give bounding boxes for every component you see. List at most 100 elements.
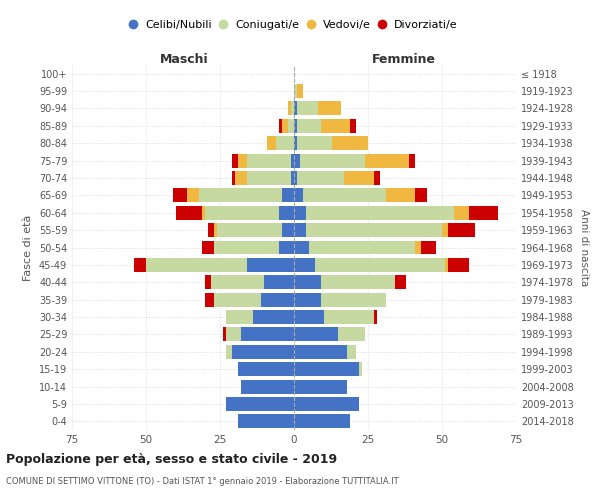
Bar [241, 328, 294, 342]
Bar [187, 188, 199, 202]
Bar [454, 206, 469, 220]
Bar [294, 380, 347, 394]
Bar [291, 154, 294, 168]
Bar [205, 292, 214, 306]
Bar [323, 310, 374, 324]
Bar [268, 136, 276, 150]
Bar [442, 223, 448, 237]
Bar [448, 223, 475, 237]
Bar [294, 292, 320, 306]
Bar [294, 362, 359, 376]
Bar [359, 362, 362, 376]
Bar [223, 328, 226, 342]
Bar [226, 397, 294, 411]
Bar [332, 136, 368, 150]
Bar [279, 119, 282, 133]
Bar [294, 310, 323, 324]
Bar [294, 119, 297, 133]
Bar [253, 310, 294, 324]
Bar [262, 292, 294, 306]
Bar [374, 310, 377, 324]
Bar [291, 102, 294, 116]
Bar [448, 258, 469, 272]
Bar [320, 276, 395, 289]
Bar [294, 345, 347, 358]
Bar [445, 258, 448, 272]
Bar [291, 171, 294, 185]
Bar [232, 345, 294, 358]
Bar [238, 154, 247, 168]
Bar [176, 206, 202, 220]
Bar [226, 345, 232, 358]
Bar [217, 223, 282, 237]
Bar [294, 276, 320, 289]
Bar [279, 206, 294, 220]
Text: Maschi: Maschi [160, 53, 209, 66]
Bar [294, 240, 309, 254]
Bar [173, 188, 187, 202]
Bar [294, 102, 297, 116]
Bar [320, 119, 350, 133]
Bar [320, 292, 386, 306]
Bar [288, 102, 291, 116]
Bar [306, 206, 454, 220]
Bar [247, 171, 291, 185]
Bar [294, 397, 359, 411]
Bar [214, 240, 279, 254]
Bar [294, 136, 297, 150]
Bar [409, 154, 415, 168]
Bar [282, 223, 294, 237]
Bar [395, 276, 406, 289]
Bar [238, 362, 294, 376]
Bar [202, 206, 205, 220]
Bar [232, 154, 238, 168]
Bar [469, 206, 498, 220]
Bar [297, 171, 344, 185]
Bar [294, 414, 350, 428]
Bar [265, 276, 294, 289]
Legend: Celibi/Nubili, Coniugati/e, Vedovi/e, Divorziati/e: Celibi/Nubili, Coniugati/e, Vedovi/e, Di… [131, 20, 457, 30]
Bar [214, 223, 217, 237]
Bar [232, 171, 235, 185]
Bar [247, 258, 294, 272]
Bar [317, 102, 341, 116]
Bar [146, 258, 247, 272]
Bar [294, 258, 315, 272]
Bar [199, 188, 282, 202]
Bar [415, 240, 421, 254]
Bar [208, 223, 214, 237]
Y-axis label: Fasce di età: Fasce di età [23, 214, 33, 280]
Bar [238, 414, 294, 428]
Bar [241, 380, 294, 394]
Bar [415, 188, 427, 202]
Bar [294, 171, 297, 185]
Bar [134, 258, 146, 272]
Bar [309, 240, 415, 254]
Text: Femmine: Femmine [371, 53, 436, 66]
Bar [294, 188, 303, 202]
Bar [282, 188, 294, 202]
Bar [294, 206, 306, 220]
Bar [294, 84, 297, 98]
Bar [303, 188, 386, 202]
Bar [297, 136, 332, 150]
Bar [365, 154, 409, 168]
Bar [282, 119, 288, 133]
Bar [386, 188, 415, 202]
Bar [288, 119, 294, 133]
Text: Popolazione per età, sesso e stato civile - 2019: Popolazione per età, sesso e stato civil… [6, 452, 337, 466]
Bar [226, 328, 241, 342]
Bar [211, 276, 265, 289]
Bar [300, 154, 365, 168]
Bar [247, 154, 291, 168]
Bar [294, 154, 300, 168]
Bar [350, 119, 356, 133]
Bar [347, 345, 356, 358]
Bar [315, 258, 445, 272]
Bar [205, 206, 279, 220]
Bar [306, 223, 442, 237]
Bar [344, 171, 374, 185]
Bar [297, 102, 317, 116]
Bar [214, 292, 262, 306]
Y-axis label: Anni di nascita: Anni di nascita [579, 209, 589, 286]
